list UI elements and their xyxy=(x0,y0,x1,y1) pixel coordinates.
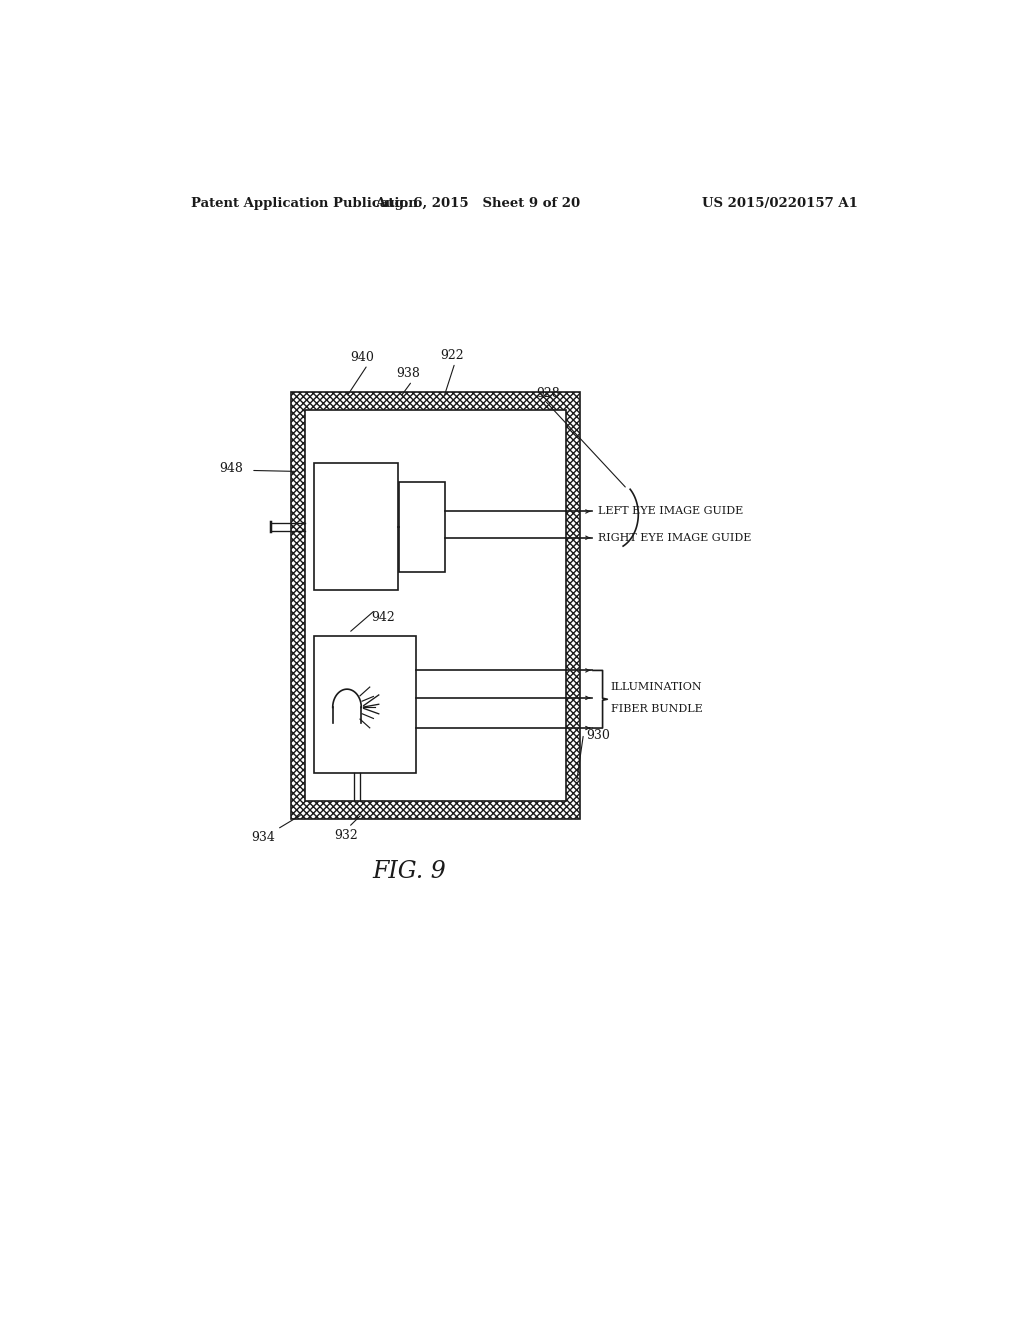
Text: RIGHT EYE IMAGE GUIDE: RIGHT EYE IMAGE GUIDE xyxy=(598,533,752,543)
Text: US 2015/0220157 A1: US 2015/0220157 A1 xyxy=(702,197,858,210)
Text: Patent Application Publication: Patent Application Publication xyxy=(191,197,418,210)
Bar xyxy=(305,411,566,801)
Text: 948: 948 xyxy=(219,462,243,475)
Text: Aug. 6, 2015   Sheet 9 of 20: Aug. 6, 2015 Sheet 9 of 20 xyxy=(375,197,580,210)
Text: 928: 928 xyxy=(537,387,560,400)
Text: FIG. 9: FIG. 9 xyxy=(373,861,446,883)
Bar xyxy=(291,392,581,818)
Text: 940: 940 xyxy=(350,351,374,364)
Text: 930: 930 xyxy=(587,729,610,742)
Bar xyxy=(314,636,416,774)
Text: 938: 938 xyxy=(396,367,420,380)
Text: 932: 932 xyxy=(335,829,358,842)
Bar xyxy=(314,463,397,590)
Text: 942: 942 xyxy=(372,611,395,623)
Text: ILLUMINATION: ILLUMINATION xyxy=(610,682,702,692)
Bar xyxy=(399,482,445,572)
Text: 922: 922 xyxy=(440,348,464,362)
Text: FIBER BUNDLE: FIBER BUNDLE xyxy=(610,705,702,714)
Text: LEFT EYE IMAGE GUIDE: LEFT EYE IMAGE GUIDE xyxy=(598,507,743,516)
Text: 934: 934 xyxy=(251,832,274,845)
